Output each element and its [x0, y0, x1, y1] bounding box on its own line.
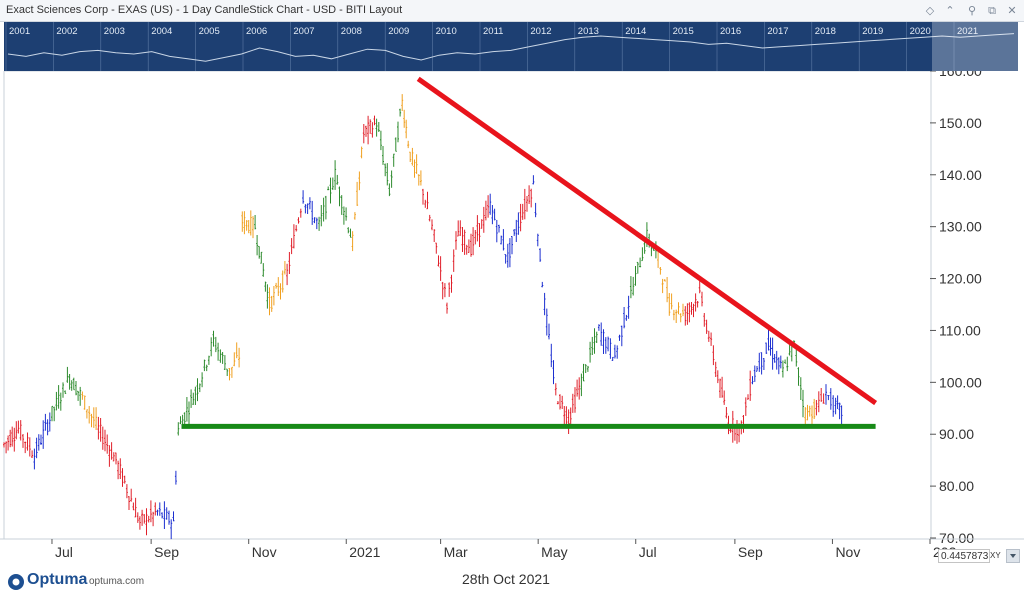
chart-background [0, 71, 1024, 566]
candles-group [3, 94, 843, 540]
overview-year-label: 2011 [483, 26, 503, 37]
overview-year-label: 2020 [910, 26, 931, 37]
footer: Optuma optuma.com 28th Oct 2021 [0, 566, 1024, 596]
overview-year-label: 2018 [815, 26, 836, 37]
xy-mode-button[interactable]: XY [990, 551, 1001, 560]
close-icon[interactable]: ✕ [1007, 5, 1017, 17]
overview-year-label: 2014 [625, 26, 646, 37]
x-tick-label: Jul [639, 544, 657, 560]
overview-year-label: 2001 [9, 26, 30, 37]
restore-icon[interactable]: ⧉ [988, 5, 996, 17]
overview-range-selector [932, 22, 1018, 71]
overview-navigator[interactable]: 2001 2002 2003 2004 2005 2006 2007 2008 2009 2010… [4, 22, 1018, 71]
overview-year-label: 2009 [388, 26, 409, 37]
main-chart[interactable]: 70.00 80.00 90.00 100.00 110.00 120.00 130.00 1… [0, 71, 1024, 566]
x-tick-label: Mar [444, 544, 468, 560]
overview-year-label: 2003 [104, 26, 125, 37]
y-tick-label: 150.00 [939, 115, 982, 131]
overview-year-label: 2012 [530, 26, 551, 37]
overview-year-label: 2004 [151, 26, 172, 37]
overview-year-label: 2017 [767, 26, 788, 37]
y-tick-label: 120.00 [939, 271, 982, 287]
x-tick-label: Nov [835, 544, 860, 560]
optuma-logo-icon [8, 574, 24, 590]
y-tick-label: 100.00 [939, 374, 982, 390]
y-tick-label: 130.00 [939, 219, 982, 235]
overview-year-label: 2002 [56, 26, 77, 37]
overview-year-label: 2019 [862, 26, 883, 37]
title-bar: Exact Sciences Corp - EXAS (US) - 1 Day … [0, 0, 1024, 22]
logo-text: Optuma [27, 571, 88, 588]
y-tick-label: 80.00 [939, 478, 974, 494]
xy-dropdown-button[interactable] [1006, 549, 1020, 563]
overview-year-label: 2005 [199, 26, 220, 37]
x-tick-label: Jul [55, 544, 73, 560]
chevron-up-icon[interactable]: ⌃ [945, 5, 955, 17]
x-tick-label: 2021 [349, 544, 380, 560]
overview-year-label: 2015 [673, 26, 694, 37]
window-title: Exact Sciences Corp - EXAS (US) - 1 Day … [6, 4, 403, 16]
y-tick-label: 160.00 [939, 71, 982, 79]
overview-price-line [7, 33, 1015, 62]
overview-chart[interactable]: 2001 2002 2003 2004 2005 2006 2007 2008 2009 2010… [4, 22, 1018, 71]
y-tick-label: 140.00 [939, 167, 982, 183]
x-tick-label: Nov [252, 544, 277, 560]
footer-date: 28th Oct 2021 [462, 571, 550, 587]
overview-year-label: 2008 [341, 26, 362, 37]
diamond-icon[interactable]: ◇ [925, 5, 935, 17]
x-tick-label: May [541, 544, 567, 560]
overview-year-label: 2021 [957, 26, 978, 37]
y-tick-label: 70.00 [939, 530, 974, 546]
resistance-trendline [416, 76, 878, 406]
x-tick-label: Sep [154, 544, 179, 560]
y-tick-label: 110.00 [939, 322, 981, 338]
pin-icon[interactable]: ⚲ [967, 5, 977, 17]
overview-year-label: 2010 [436, 26, 457, 37]
cursor-value-readout: 0.4457873 [938, 549, 990, 563]
y-tick-label: 90.00 [939, 426, 974, 442]
overview-year-label: 2006 [246, 26, 267, 37]
overview-year-label: 2016 [720, 26, 741, 37]
logo-url[interactable]: optuma.com [89, 576, 145, 587]
overview-year-label: 2007 [293, 26, 314, 37]
x-tick-label: Sep [738, 544, 763, 560]
overview-year-label: 2013 [578, 26, 599, 37]
